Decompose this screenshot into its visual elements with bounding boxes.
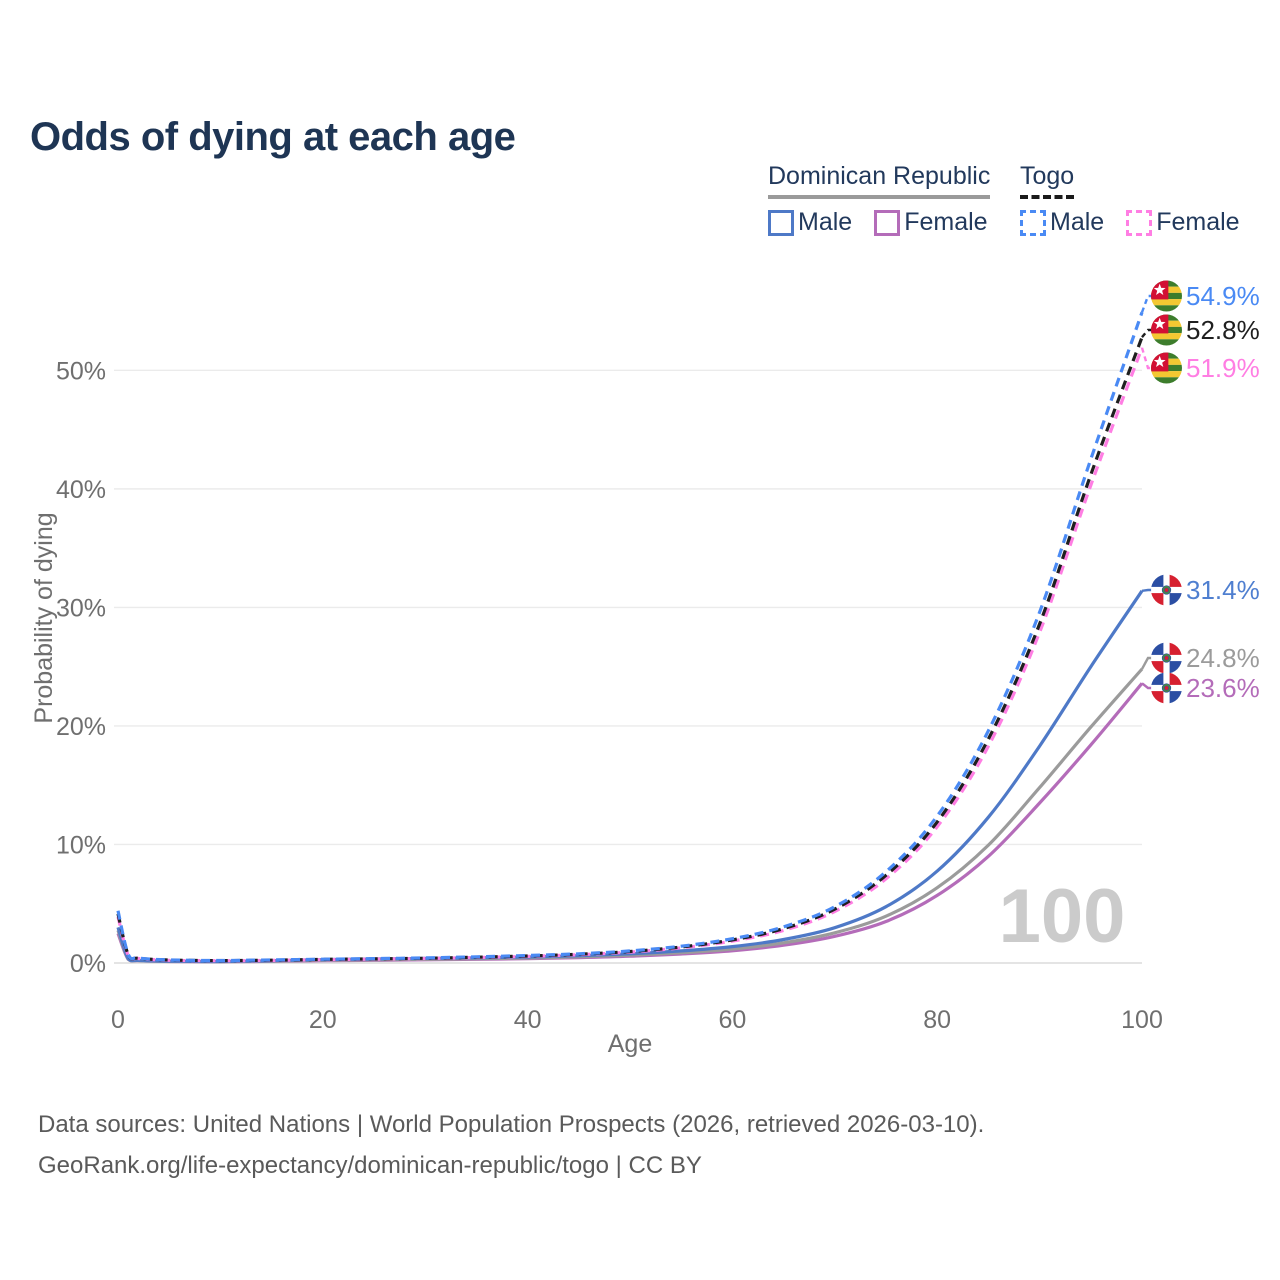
legend: Dominican Republic Male Female Togo Male — [0, 162, 1280, 242]
legend-item-label: Male — [798, 208, 853, 236]
end-value-label-dominican-republic-both-sexes: 24.8% — [1186, 643, 1260, 673]
end-label-connector — [1141, 588, 1153, 592]
dominican-republic-male-swatch-icon — [768, 209, 794, 236]
x-tick-label: 40 — [514, 1006, 542, 1034]
end-value-label-togo-female: 51.9% — [1186, 353, 1260, 383]
end-label-connector — [1140, 656, 1153, 670]
series-line-dominican-republic-both-sexes[interactable] — [116, 667, 1144, 964]
legend-items-dominican-republic: Male Female — [768, 208, 990, 237]
footer-url: GeoRank.org/life-expectancy/dominican-re… — [38, 1152, 702, 1179]
legend-item-dominican-republic-female[interactable]: Female — [874, 208, 988, 237]
dominican-republic-flag-icon — [1151, 642, 1182, 674]
legend-item-togo-female[interactable]: Female — [1126, 208, 1240, 237]
end-label-connector — [1140, 347, 1153, 370]
end-value-label-dominican-republic-female: 23.6% — [1186, 673, 1260, 703]
y-tick-label: 10% — [56, 831, 106, 859]
legend-item-label: Male — [1050, 208, 1105, 236]
y-tick-label: 50% — [56, 357, 106, 385]
togo-flag-icon — [1151, 314, 1182, 346]
y-tick-label: 40% — [56, 476, 106, 504]
x-axis-title: Age — [608, 1030, 652, 1058]
y-tick-label: 20% — [56, 713, 106, 741]
y-axis-title: Probability of dying — [30, 512, 58, 723]
togo-flag-icon — [1151, 352, 1182, 384]
legend-group-title-togo[interactable]: Togo — [1020, 162, 1075, 199]
togo-male-swatch-icon — [1020, 209, 1046, 236]
end-value-label-togo-male: 54.9% — [1186, 281, 1260, 311]
end-label-connector — [1140, 294, 1153, 313]
legend-item-togo-male[interactable]: Male — [1020, 208, 1104, 237]
legend-group-dominican-republic: Dominican Republic Male Female — [768, 162, 991, 237]
y-tick-label: 0% — [70, 950, 106, 978]
end-value-label-dominican-republic-male: 31.4% — [1186, 575, 1260, 605]
togo-flag-icon — [1151, 280, 1182, 312]
end-label-connector — [1141, 328, 1153, 338]
legend-group-togo: Togo Male Female — [1020, 162, 1240, 237]
end-value-label-togo-both-sexes: 52.8% — [1186, 315, 1260, 345]
x-tick-label: 20 — [309, 1006, 337, 1034]
legend-group-title-dominican-republic[interactable]: Dominican Republic — [768, 162, 991, 199]
x-tick-label: 80 — [923, 1006, 951, 1034]
dominican-republic-flag-icon — [1151, 574, 1182, 606]
legend-item-dominican-republic-male[interactable]: Male — [768, 208, 852, 237]
footer: Data sources: United Nations | World Pop… — [38, 1104, 984, 1186]
legend-item-label: Female — [904, 208, 988, 236]
dominican-republic-flag-icon — [1151, 672, 1182, 704]
x-tick-label: 100 — [1121, 1006, 1163, 1034]
end-label-connector — [1141, 682, 1153, 690]
series-line-dominican-republic-male[interactable] — [116, 589, 1144, 964]
series-line-togo-male[interactable] — [116, 311, 1144, 963]
footer-data-sources: Data sources: United Nations | World Pop… — [38, 1111, 985, 1138]
legend-items-togo: Male Female — [1020, 208, 1240, 237]
page-title: Odds of dying at each age — [30, 114, 516, 159]
dominican-republic-female-swatch-icon — [874, 209, 901, 236]
series-line-dominican-republic-female[interactable] — [116, 682, 1144, 964]
x-tick-label: 60 — [718, 1006, 746, 1034]
togo-female-swatch-icon — [1126, 209, 1153, 236]
series-line-togo-female[interactable] — [116, 347, 1144, 963]
y-tick-label: 30% — [56, 594, 106, 622]
age-watermark: 100 — [999, 874, 1126, 959]
x-tick-label: 0 — [111, 1006, 125, 1034]
series-line-togo-both-sexes[interactable] — [116, 336, 1144, 963]
legend-item-label: Female — [1156, 208, 1240, 236]
